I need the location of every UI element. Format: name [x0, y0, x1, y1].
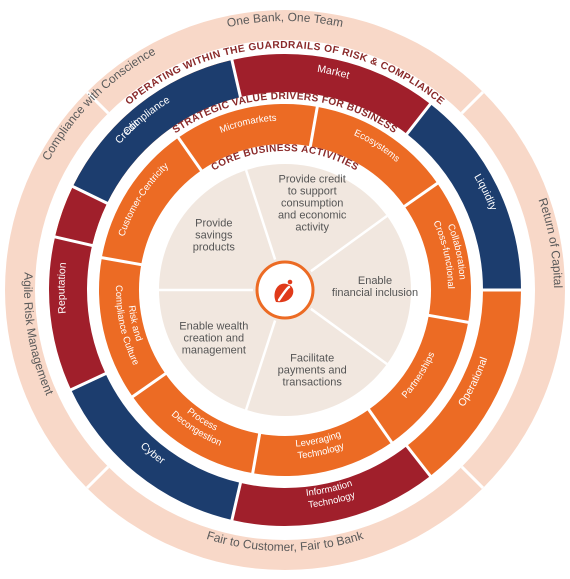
concentric-infographic: One Bank, One TeamReturn of CapitalFair … [0, 0, 570, 579]
core-activity: Providesavingsproducts [193, 217, 236, 253]
core-activity: Enable wealthcreation andmanagement [179, 321, 248, 357]
